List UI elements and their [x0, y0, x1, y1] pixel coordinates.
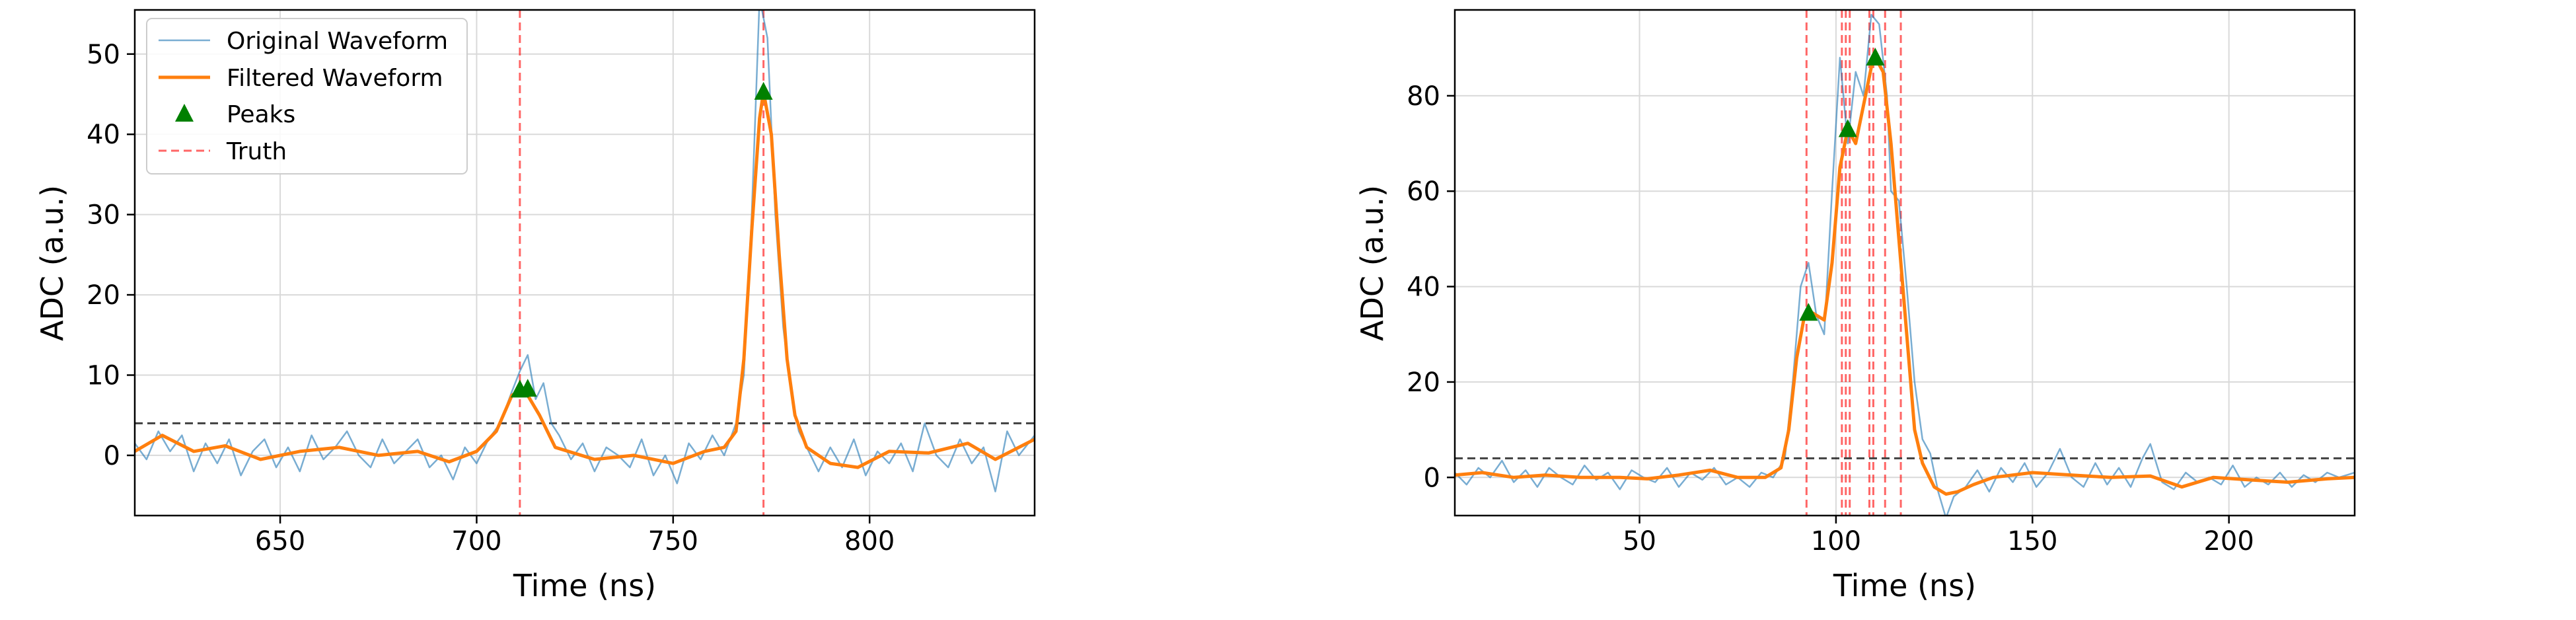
right-y-tick-label: 20: [1407, 368, 1440, 398]
left-y-axis-label: ADC (a.u.): [34, 185, 70, 341]
left-filtered-waveform-line: [135, 90, 1035, 469]
left-x-tick-label: 750: [648, 526, 698, 557]
legend-box: [146, 18, 468, 174]
right-x-tick-label: 50: [1623, 526, 1656, 557]
left-peak-marker: [518, 379, 537, 397]
right-x-tick-label: 150: [2007, 526, 2057, 557]
left-x-axis-label: Time (ns): [513, 568, 656, 603]
right-x-axis-label: Time (ns): [1833, 568, 1976, 603]
left-peak-marker: [754, 81, 773, 100]
right-filtered-waveform-line: [1455, 56, 2355, 496]
left-truth-lines: [519, 10, 765, 516]
left-y-tick-label: 10: [87, 361, 120, 391]
legend-original-label: Original Waveform: [227, 28, 448, 55]
right-grid: [1455, 10, 2355, 516]
right-x-tick-label: 200: [2203, 526, 2254, 557]
left-plot-frame: [133, 9, 1036, 517]
left-y-tick-label: 30: [87, 200, 120, 231]
legend-peaks-marker: [175, 104, 194, 122]
right-x-tick-label: 100: [1811, 526, 1861, 557]
legend-truth-label: Truth: [226, 138, 287, 165]
left-y-tick-label: 40: [87, 120, 120, 150]
left-x-tick-label: 650: [255, 526, 305, 557]
right-series: [1455, 13, 2355, 516]
right-peak-marker: [1838, 119, 1857, 137]
right-peak-marker: [1866, 48, 1885, 66]
right-y-tick-label: 40: [1407, 272, 1440, 303]
right-peaks: [1799, 48, 1885, 321]
right-y-tick-label: 80: [1407, 81, 1440, 112]
legend-peaks-label: Peaks: [227, 101, 295, 128]
left-series: [135, 10, 1035, 492]
left-chart-panel: 650 700 750 800 0 10 20 30 40 50 Time (ns) ADC (a…: [34, 9, 1036, 603]
legend: Original Waveform Filtered Waveform Peak…: [146, 18, 468, 174]
left-x-tick-label: 700: [451, 526, 501, 557]
left-y-tick-label: 50: [87, 40, 120, 70]
left-ticks: 650 700 750 800 0 10 20 30 40 50: [87, 40, 895, 557]
right-peak-marker: [1799, 303, 1818, 321]
legend-filtered-label: Filtered Waveform: [227, 65, 443, 92]
right-y-tick-label: 0: [1424, 463, 1440, 493]
left-x-tick-label: 800: [844, 526, 895, 557]
left-peaks: [510, 81, 773, 398]
right-chart-panel: 50 100 150 200 0 20 40 60 80 Time (ns) ADC (a.u.…: [1354, 9, 2356, 603]
left-y-tick-label: 0: [104, 441, 120, 471]
right-y-axis-label: ADC (a.u.): [1354, 185, 1390, 341]
left-y-tick-label: 20: [87, 280, 120, 311]
right-ticks: 50 100 150 200 0 20 40 60 80: [1407, 81, 2254, 557]
right-plot-frame: [1454, 9, 2356, 517]
right-original-waveform-line: [1455, 13, 2355, 516]
right-y-tick-label: 60: [1407, 176, 1440, 207]
